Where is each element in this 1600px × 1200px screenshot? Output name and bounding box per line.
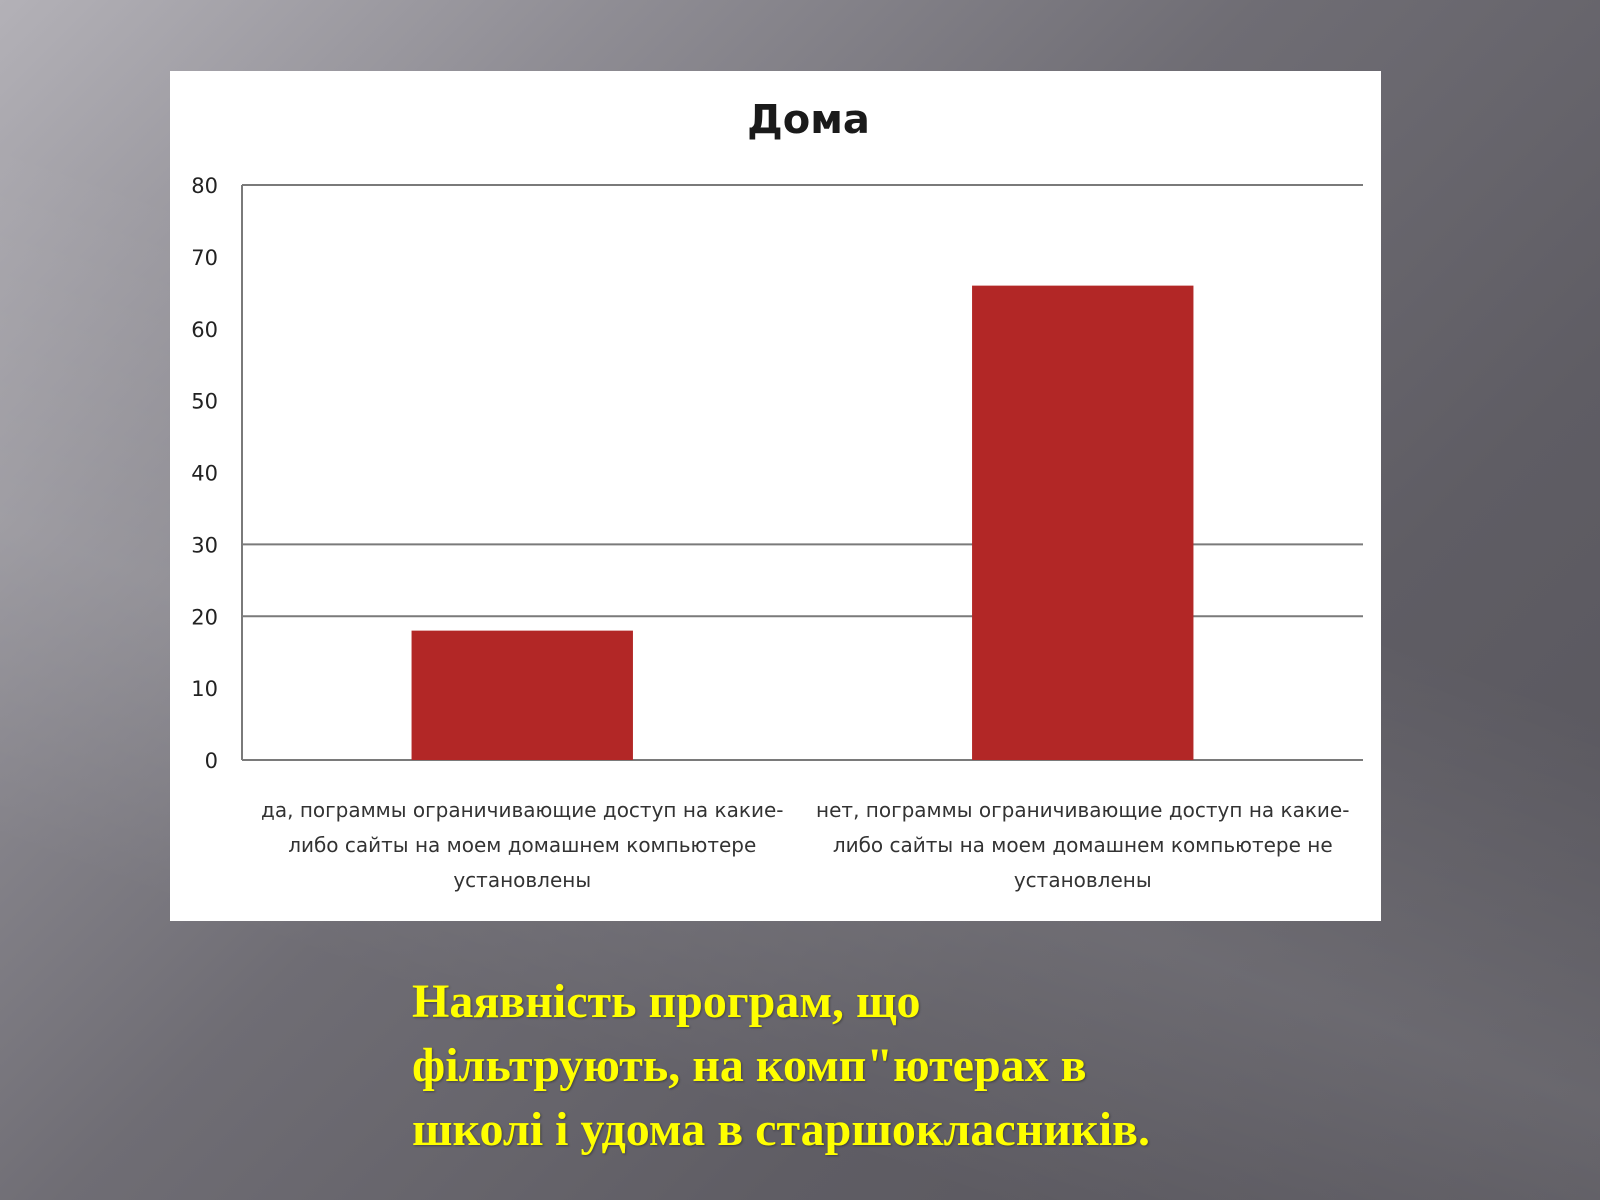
y-tick-label: 70 [191, 246, 218, 270]
x-category-label: нет, пограммы ограничивающие доступ на к… [816, 798, 1349, 822]
y-tick-label: 80 [191, 174, 218, 198]
bar [972, 285, 1194, 760]
y-tick-label: 0 [205, 749, 218, 773]
x-category-label: установлены [453, 868, 591, 892]
chart-panel: Дома 0 10 20 30 40 50 60 70 80 да, пограммы ограни… [170, 71, 1381, 921]
y-tick-label: 40 [191, 462, 218, 486]
y-tick-label: 10 [191, 677, 218, 701]
x-category-label: да, пограммы ограничивающие доступ на ка… [261, 798, 783, 822]
y-tick-label: 50 [191, 390, 218, 414]
bar [411, 630, 633, 760]
y-tick-label: 60 [191, 318, 218, 342]
caption-line: Наявність програм, що [412, 975, 921, 1028]
caption-line: школі і удома в старшокласників. [412, 1103, 1150, 1156]
x-category-label: либо сайты на моем домашнем компьютере [288, 833, 756, 857]
chart-title: Дома [747, 97, 870, 143]
slide-caption: Наявність програм, що фільтрують, на ком… [412, 970, 1312, 1162]
caption-line: фільтрують, на комп"ютерах в [412, 1039, 1087, 1092]
x-category-label: либо сайты на моем домашнем компьютере н… [833, 833, 1333, 857]
y-tick-label: 20 [191, 605, 218, 629]
bar-chart: Дома 0 10 20 30 40 50 60 70 80 да, пограммы ограни… [191, 97, 1363, 892]
x-category-label: установлены [1014, 868, 1152, 892]
y-tick-label: 30 [191, 533, 218, 557]
